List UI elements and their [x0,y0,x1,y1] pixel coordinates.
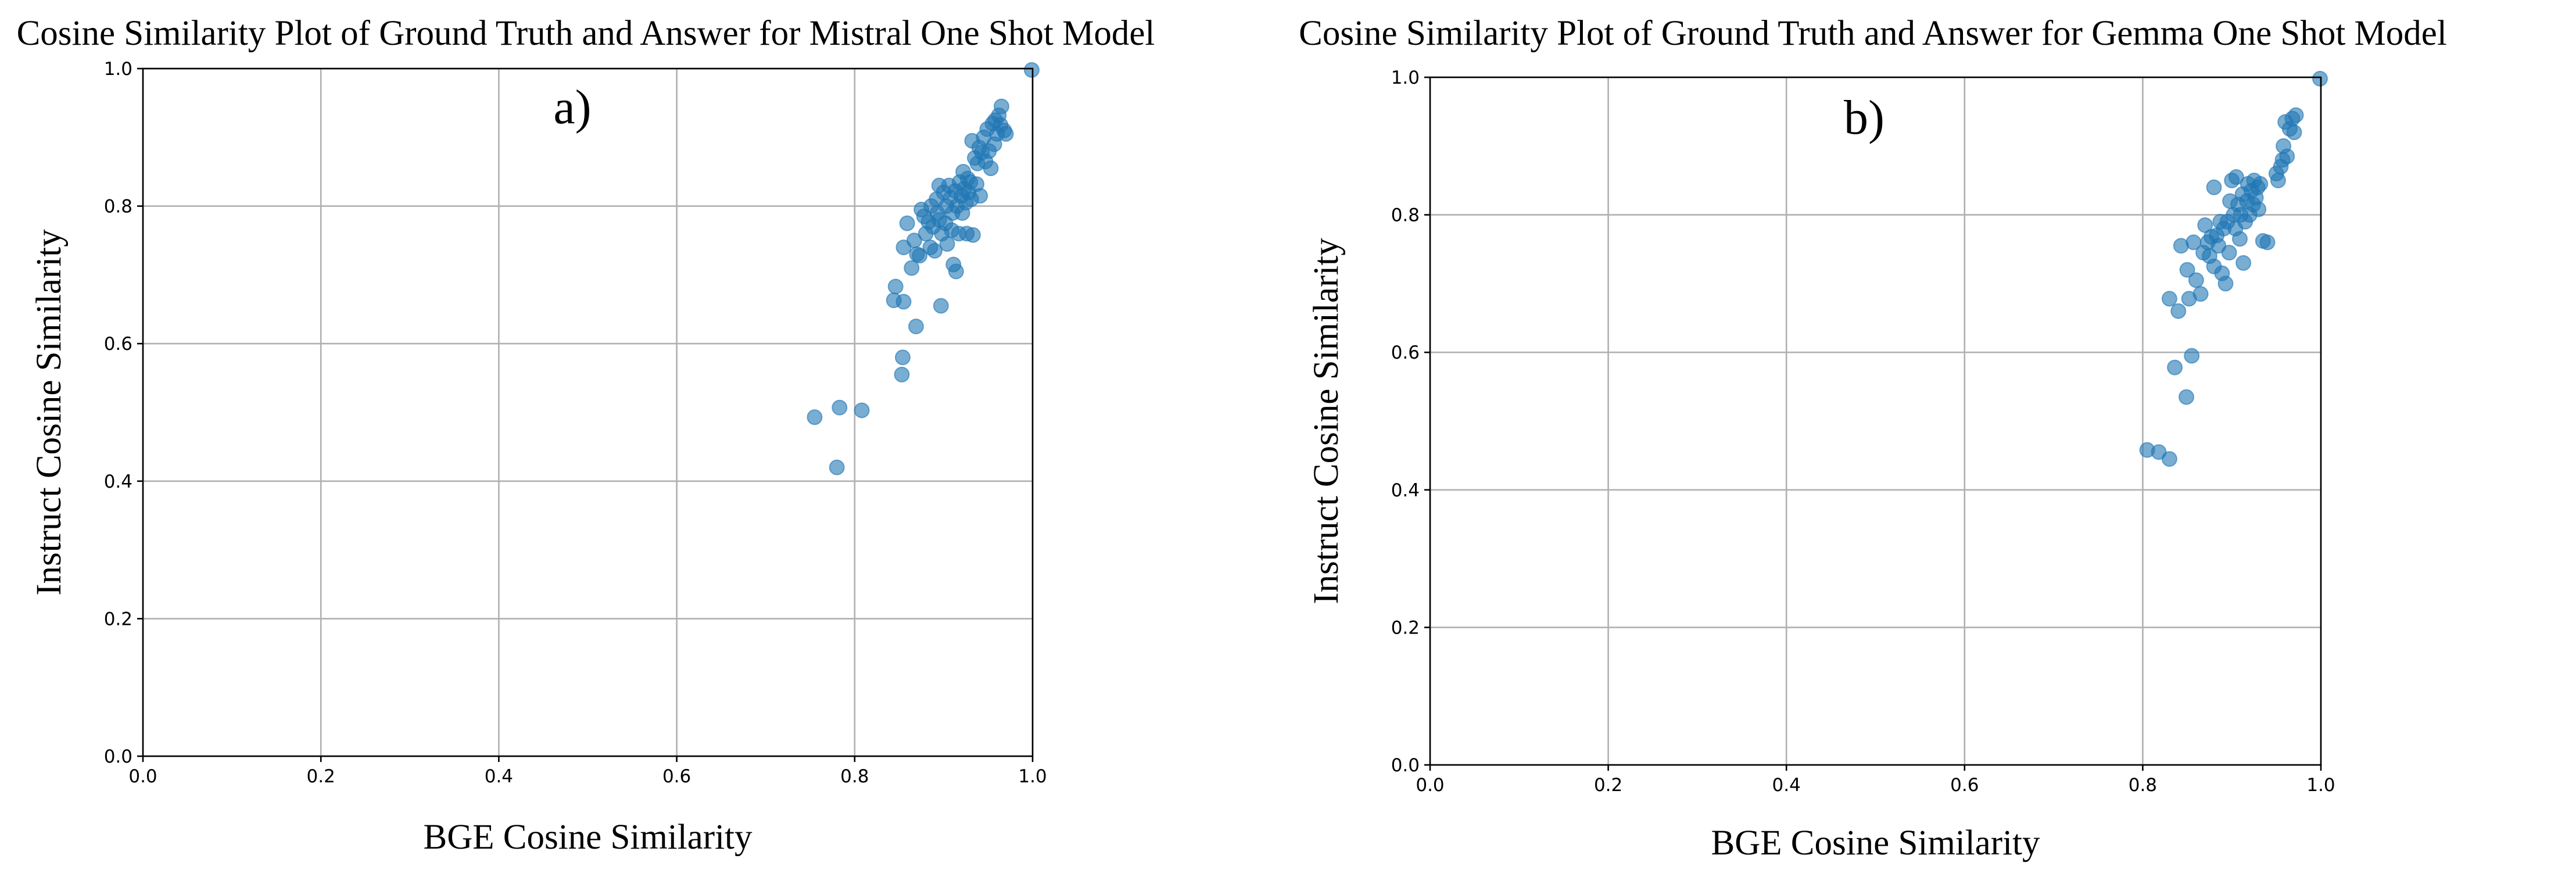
scatter-point [894,349,911,366]
scatter-point [908,319,924,335]
y-tick-label: 0.2 [104,609,132,629]
scatter-point [948,263,964,280]
scatter-point [2184,348,2200,364]
scatter-point [2161,451,2177,467]
y-tick-label: 0.6 [1391,342,1420,363]
y-tick-label: 0.4 [104,471,132,492]
plot-area-frame [1429,76,2322,766]
plot-area-frame [142,67,1034,757]
x-tick-label: 0.8 [840,766,869,787]
scatter-point [2286,124,2302,141]
scatter-point [993,98,1009,115]
x-tick-label: 0.2 [307,766,335,787]
y-tick-label: 0.0 [1391,755,1420,776]
x-tick-label: 0.0 [128,766,157,787]
scatter-point [887,278,904,295]
scatter-point [2179,389,2195,405]
scatter-point [2251,201,2267,217]
y-tick-label: 0.0 [104,746,132,767]
scatter-point [2217,276,2234,292]
y-tick-label: 0.8 [1391,205,1420,226]
scatter-point [2259,234,2276,251]
scatter-point [2228,169,2244,185]
x-tick-label: 0.6 [1950,775,1979,796]
scatter-point [2206,179,2222,195]
x-tick-label: 1.0 [2306,775,2335,796]
x-tick-label: 0.4 [1772,775,1801,796]
scatter-point [2170,303,2187,319]
scatter-point [983,160,999,177]
scatter-point [2231,231,2248,247]
y-tick-label: 0.2 [1391,617,1420,638]
chart-panel-mistral: Cosine Similarity Plot of Ground Truth a… [17,14,1155,857]
scatter-point [2192,286,2209,302]
scatter-point [927,242,943,259]
scatter-point [807,409,823,425]
scatter-point [829,459,845,475]
chart-title: Cosine Similarity Plot of Ground Truth a… [17,14,1155,53]
scatter-point [998,126,1014,142]
chart-panel-gemma: Cosine Similarity Plot of Ground Truth a… [1299,14,2447,863]
y-tick-label: 1.0 [104,59,132,80]
scatter-point [854,402,870,418]
scatter-point [972,188,988,204]
scatter-point [2235,255,2252,271]
x-tick-label: 0.4 [485,766,513,787]
x-tick-label: 1.0 [1018,766,1047,787]
scatter-point [2270,172,2286,188]
y-axis-label: Instruct Cosine Similarity [1307,238,1346,604]
y-tick-label: 0.4 [1391,480,1420,501]
scatter-point [895,294,912,310]
scatter-point [2279,148,2295,164]
panel-label: b) [1844,91,1884,145]
panel-label: a) [553,80,591,134]
x-tick-label: 0.8 [2129,775,2157,796]
scatter-point [2161,291,2177,307]
scatter-point [2188,272,2204,288]
scatter-point [832,399,848,416]
scatter-point [1023,62,1040,78]
scatter-point [2179,262,2195,278]
y-tick-label: 1.0 [1391,67,1420,88]
scatter-point [2312,70,2328,87]
scatter-point [2167,359,2183,375]
scatter-point [912,248,928,264]
y-tick-label: 0.6 [104,334,132,355]
x-axis-label: BGE Cosine Similarity [1711,824,2040,863]
x-tick-label: 0.6 [662,766,691,787]
x-axis-label: BGE Cosine Similarity [424,818,753,857]
y-axis-label: Instruct Cosine Similarity [30,229,69,596]
scatter-point [2221,245,2237,261]
x-tick-label: 0.0 [1416,775,1444,796]
scatter-point [2288,107,2304,123]
chart-title: Cosine Similarity Plot of Ground Truth a… [1299,14,2447,53]
scatter-point [965,227,981,243]
scatter-point [933,298,949,314]
x-tick-label: 0.2 [1594,775,1622,796]
scatter-point [899,215,915,231]
y-tick-label: 0.8 [104,196,132,217]
scatter-point [2252,176,2269,192]
scatter-point [939,236,955,252]
scatter-point [894,366,910,382]
scatter-point [904,260,920,276]
